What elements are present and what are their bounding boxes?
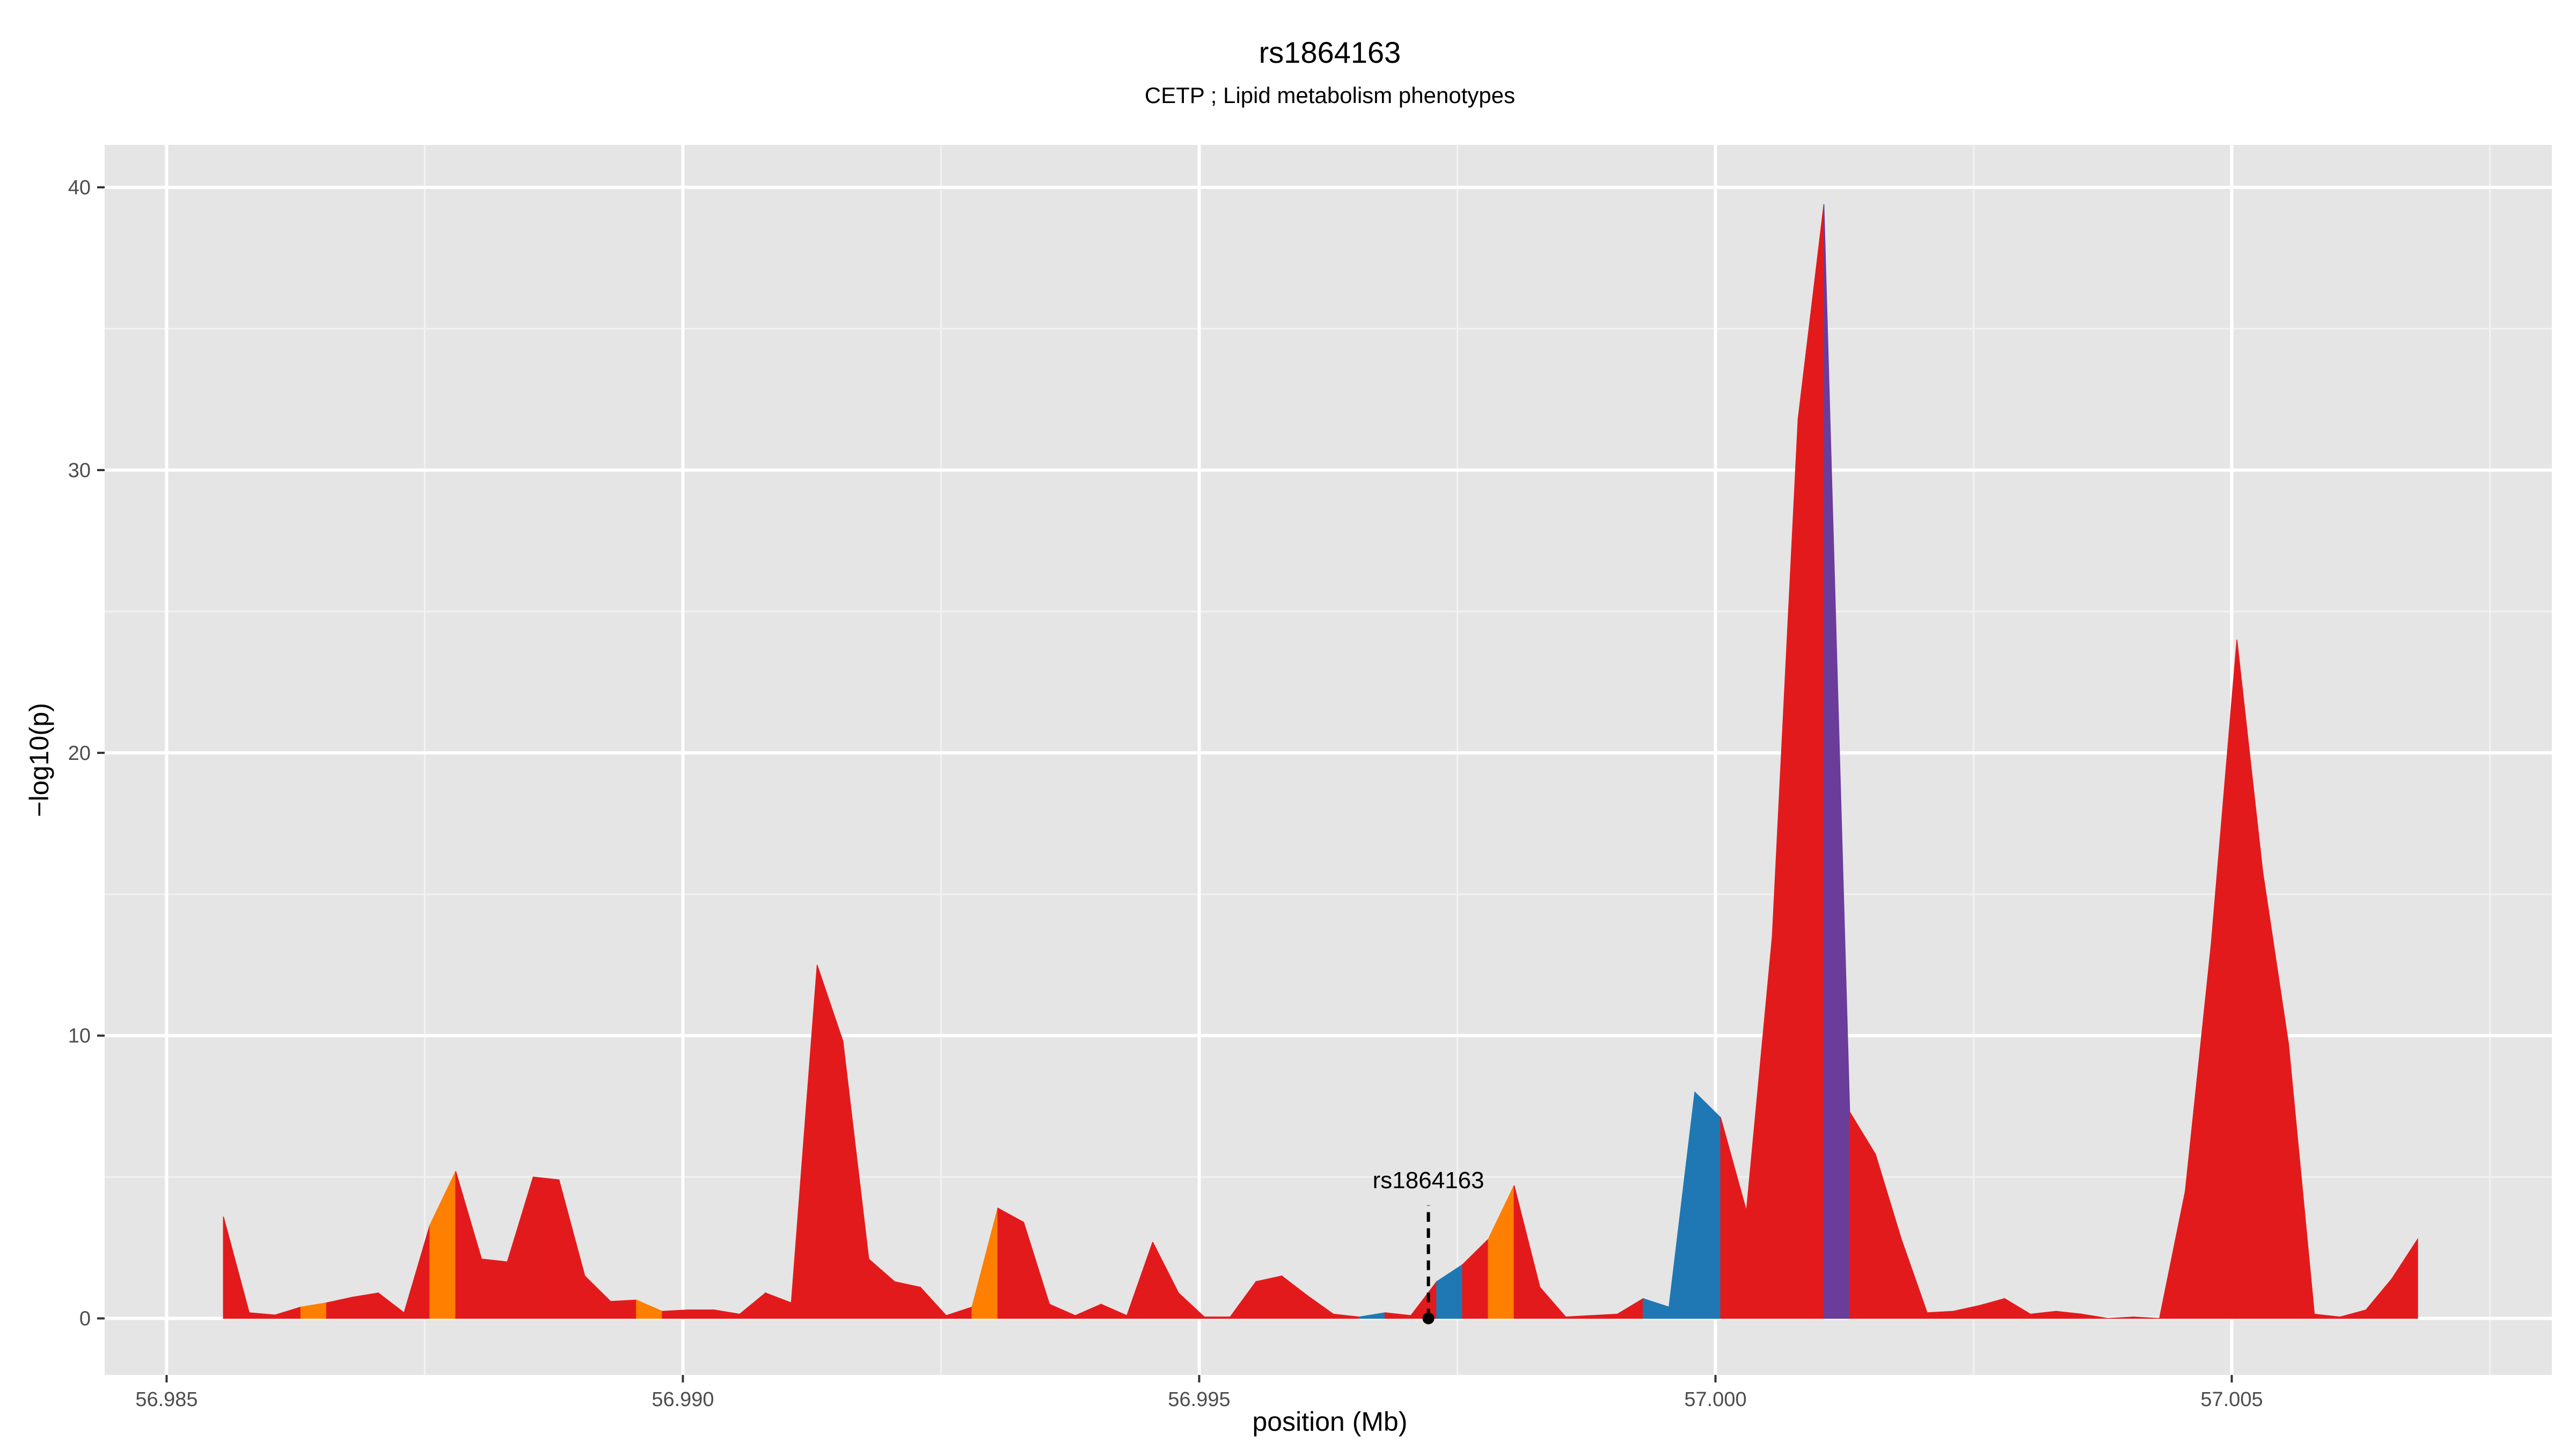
- area-segment: [481, 1258, 508, 1319]
- x-tick-label: 56.995: [1168, 1388, 1230, 1411]
- y-tick-label: 20: [68, 742, 91, 765]
- chart-title: rs1864163: [1259, 35, 1401, 69]
- y-axis: 0 10 20 30 40: [68, 177, 105, 1330]
- y-tick-label: 40: [68, 177, 91, 199]
- area-segment: [687, 1309, 714, 1319]
- area-segment: [1927, 1311, 1953, 1319]
- area-segment: [1694, 1091, 1721, 1319]
- minor-gridlines: [105, 145, 2552, 1375]
- chart-subtitle: CETP ; Lipid metabolism phenotypes: [1145, 83, 1515, 108]
- area-segment: [894, 1281, 921, 1319]
- area-segment: [1204, 1316, 1231, 1319]
- snp-annotation: rs1864163: [1373, 1167, 1484, 1324]
- plot-panel: [105, 145, 2552, 1375]
- y-axis-title: −log10(p): [24, 703, 54, 817]
- x-tick-label: 57.000: [1684, 1388, 1746, 1411]
- x-tick-label: 57.005: [2200, 1388, 2263, 1411]
- y-tick-label: 0: [79, 1308, 91, 1330]
- area-segment: [2081, 1313, 2108, 1319]
- x-axis-title: position (Mb): [1253, 1407, 1408, 1437]
- area-segment: [2133, 1316, 2160, 1319]
- y-tick-label: 30: [68, 459, 91, 482]
- area-segment: [610, 1299, 637, 1319]
- association-area: [223, 204, 2418, 1319]
- area-segment: [532, 1176, 560, 1319]
- area-segment: [2391, 1238, 2418, 1319]
- x-axis: 56.985 56.990 56.995 57.000 57.005: [135, 1375, 2263, 1411]
- area-segment: [997, 1207, 1024, 1319]
- snp-label: rs1864163: [1373, 1167, 1484, 1194]
- x-tick-label: 56.990: [652, 1388, 714, 1411]
- area-segment: [662, 1309, 689, 1319]
- y-tick-label: 10: [68, 1025, 91, 1048]
- x-tick-label: 56.985: [135, 1388, 197, 1411]
- area-segment: [1255, 1275, 1283, 1319]
- area-segment: [352, 1292, 379, 1319]
- snp-marker-point: [1422, 1312, 1435, 1324]
